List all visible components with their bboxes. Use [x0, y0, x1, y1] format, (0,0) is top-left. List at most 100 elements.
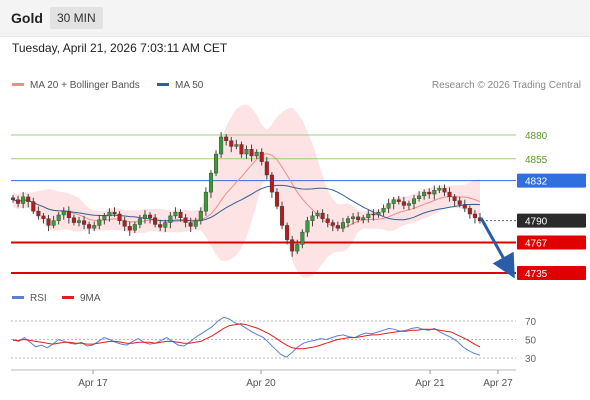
legend-label-bollinger: MA 20 + Bollinger Bands	[30, 80, 140, 91]
timeframe-selector[interactable]: 30 MIN	[50, 7, 103, 29]
candle-body-up	[361, 217, 366, 220]
candle	[234, 139, 239, 150]
candle-body-up	[376, 211, 381, 216]
candle	[46, 214, 51, 232]
candle-body-up	[391, 199, 396, 204]
copyright-text: Research © 2026 Trading Central	[431, 80, 581, 91]
rsi-line	[12, 316, 481, 358]
current-price-box	[517, 213, 586, 228]
candle-body-down	[224, 136, 229, 141]
candle-body-up	[198, 210, 203, 221]
candle	[137, 214, 142, 229]
candle	[163, 219, 168, 233]
candle-body-down	[82, 220, 87, 225]
candle	[41, 213, 46, 224]
candle	[340, 217, 345, 233]
candle-body-up	[406, 203, 411, 206]
candle-body-down	[442, 188, 447, 193]
level-label-4832: 4832	[525, 177, 548, 188]
level-label-4735: 4735	[525, 269, 548, 280]
candle-body-down	[153, 217, 158, 225]
candle	[457, 196, 462, 208]
candle-body-down	[46, 218, 51, 226]
bollinger-bands	[13, 104, 480, 278]
candle-body-up	[21, 196, 26, 204]
candle	[21, 192, 26, 209]
candle	[198, 207, 203, 225]
candle	[366, 210, 371, 223]
projection-arrow	[479, 217, 515, 279]
candle-body-down	[148, 214, 153, 218]
candle-body-down	[335, 225, 340, 229]
candle	[10, 194, 15, 203]
candle	[325, 213, 330, 228]
candle	[92, 221, 97, 232]
legend-swatch-rsi	[12, 295, 24, 299]
candle	[66, 206, 71, 224]
candle	[158, 219, 163, 232]
candle	[305, 216, 310, 237]
level-box-4832	[517, 173, 586, 188]
x-tick-label: Apr 21	[415, 378, 445, 389]
candle	[82, 215, 87, 230]
legend-label-9ma: 9MA	[80, 293, 101, 304]
candle	[193, 217, 198, 230]
candlesticks	[10, 132, 483, 257]
candle-body-up	[422, 191, 427, 197]
candle-body-down	[264, 161, 269, 176]
candle-body-up	[437, 188, 442, 191]
candle-body-down	[274, 191, 279, 207]
legend-swatch-9ma	[62, 295, 74, 299]
candle	[422, 189, 427, 200]
candle-body-up	[107, 211, 112, 217]
candle	[472, 210, 477, 224]
candle-body-down	[127, 226, 132, 231]
candle	[361, 214, 366, 224]
candle-body-up	[351, 216, 356, 219]
x-tick-label: Apr 20	[246, 378, 276, 389]
candle-body-down	[330, 222, 335, 226]
candle	[142, 210, 147, 224]
candle-body-up	[366, 213, 371, 218]
candle	[203, 187, 208, 216]
legend-item-bollinger: MA 20 + Bollinger Bands	[12, 80, 140, 91]
candle	[148, 212, 153, 224]
candle	[112, 207, 117, 217]
candle-body-up	[412, 198, 417, 204]
candle	[117, 211, 122, 225]
candle-body-up	[234, 144, 239, 147]
candle	[330, 219, 335, 232]
candle-body-down	[396, 199, 401, 202]
candle	[87, 221, 92, 234]
candle-body-down	[117, 213, 122, 221]
rsi-9ma-line	[13, 323, 481, 350]
candle	[264, 156, 269, 180]
candle	[208, 170, 213, 198]
candle-body-up	[163, 222, 168, 228]
candle	[285, 222, 290, 245]
candle-body-up	[97, 219, 102, 226]
candle-body-down	[10, 197, 15, 200]
candle	[427, 188, 432, 199]
candle	[26, 194, 31, 208]
candle	[188, 217, 193, 233]
candle	[442, 184, 447, 196]
candle	[462, 199, 467, 213]
level-box-4767	[517, 235, 586, 250]
candle	[51, 215, 56, 229]
candle-body-down	[16, 199, 21, 204]
candle	[107, 208, 112, 222]
candle	[168, 212, 173, 229]
rsi-tick-50: 50	[525, 336, 537, 347]
candle	[401, 196, 406, 210]
candle-body-down	[183, 217, 188, 223]
candle	[36, 206, 41, 220]
candle-body-up	[219, 136, 224, 155]
candle	[244, 145, 249, 159]
legend-swatch-ma50	[157, 82, 169, 86]
candle-body-down	[401, 201, 406, 206]
legend-item-rsi: RSI	[12, 293, 47, 304]
candle	[280, 201, 285, 230]
candle	[61, 207, 66, 220]
